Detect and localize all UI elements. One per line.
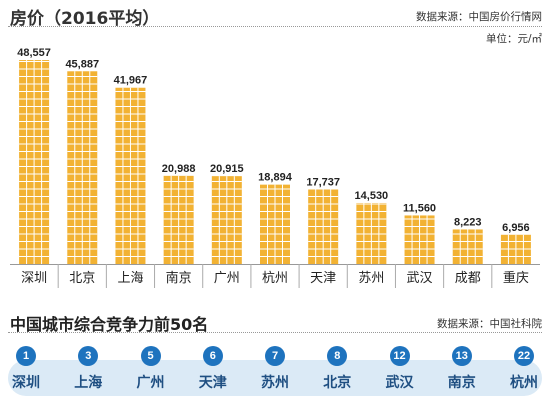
ranking-strip — [8, 360, 542, 396]
rank-number-badge: 6 — [202, 346, 223, 366]
header-divider — [8, 26, 542, 27]
category-label: 苏州 — [358, 270, 384, 286]
bar-value-label: 17,737 — [306, 177, 340, 189]
bar-value-label: 41,967 — [114, 75, 148, 87]
category-label: 杭州 — [262, 271, 288, 286]
category-label: 上海 — [117, 271, 143, 286]
bar-成都 — [452, 229, 483, 264]
category-label: 重庆 — [503, 270, 529, 286]
rank-number-badge: 22 — [514, 346, 534, 366]
ranking-item: 13 南京 — [436, 346, 488, 392]
bar-value-label: 18,894 — [258, 172, 293, 184]
rank-number-badge: 12 — [389, 346, 410, 366]
rank-number-badge: 5 — [140, 346, 161, 366]
bar-苏州 — [356, 202, 387, 264]
bar-value-label: 6,956 — [502, 222, 530, 234]
category-label: 深圳 — [21, 271, 47, 286]
ranking-item: 1 深圳 — [0, 346, 52, 392]
rank-city-name: 天津 — [198, 375, 227, 391]
ranking-item: 12 武汉 — [374, 346, 426, 392]
ranking-divider — [8, 332, 542, 333]
rank-number-badge: 3 — [78, 346, 99, 366]
rank-number-badge: 1 — [16, 346, 36, 366]
bar-天津 — [308, 189, 339, 264]
bar-杭州 — [260, 184, 290, 264]
bar-北京 — [67, 71, 98, 264]
bar-value-label: 48,557 — [17, 47, 51, 59]
bar-南京 — [163, 175, 194, 264]
bar-value-label: 45,887 — [65, 58, 99, 70]
bar-重庆 — [500, 234, 531, 264]
bar-value-label: 20,988 — [162, 163, 196, 175]
ranking-item: 22 杭州 — [498, 346, 550, 392]
category-label: 天津 — [310, 271, 336, 286]
ranking-item: 6 天津 — [187, 346, 239, 392]
price-bar-chart: 48,557 深圳 45,887 北京 41,967 上海 20,988 南京 20,915 广州… — [10, 47, 540, 288]
chart-title: 房价（2016平均） — [10, 9, 160, 29]
ranking-source: 数据来源：中国社科院 — [437, 318, 542, 330]
bar-武汉 — [404, 215, 435, 264]
category-label: 武汉 — [407, 271, 433, 286]
ranking-item: 7 苏州 — [249, 346, 301, 392]
category-label: 南京 — [166, 270, 192, 286]
rank-city-name: 杭州 — [510, 375, 538, 391]
rank-city-name: 广州 — [136, 375, 165, 391]
rank-city-name: 上海 — [74, 375, 103, 391]
rank-city-name: 苏州 — [261, 375, 289, 391]
bar-深圳 — [19, 60, 50, 264]
rank-city-name: 武汉 — [385, 375, 414, 391]
category-label: 成都 — [455, 271, 481, 286]
bar-value-label: 14,530 — [355, 190, 389, 202]
rank-city-name: 北京 — [323, 375, 352, 391]
rank-number-badge: 13 — [451, 346, 472, 366]
chart-source: 数据来源：中国房价行情网 — [416, 11, 542, 23]
rank-number-badge: 8 — [327, 346, 348, 366]
ranking-item: 5 广州 — [125, 346, 177, 392]
rank-city-name: 南京 — [447, 375, 476, 391]
bar-上海 — [115, 87, 146, 264]
rank-number-badge: 7 — [265, 346, 285, 366]
rank-city-name: 深圳 — [12, 375, 40, 391]
bar-value-label: 20,915 — [210, 163, 244, 175]
ranking-item: 3 上海 — [62, 346, 114, 392]
category-label: 北京 — [69, 271, 95, 286]
category-label: 广州 — [214, 271, 240, 286]
ranking-item: 8 北京 — [311, 346, 363, 392]
bar-value-label: 11,560 — [403, 202, 436, 214]
bar-value-label: 8,223 — [454, 216, 482, 228]
bar-广州 — [211, 176, 242, 264]
chart-unit: 单位：元/㎡ — [485, 33, 542, 45]
ranking-title: 中国城市综合竞争力前50名 — [10, 315, 209, 334]
